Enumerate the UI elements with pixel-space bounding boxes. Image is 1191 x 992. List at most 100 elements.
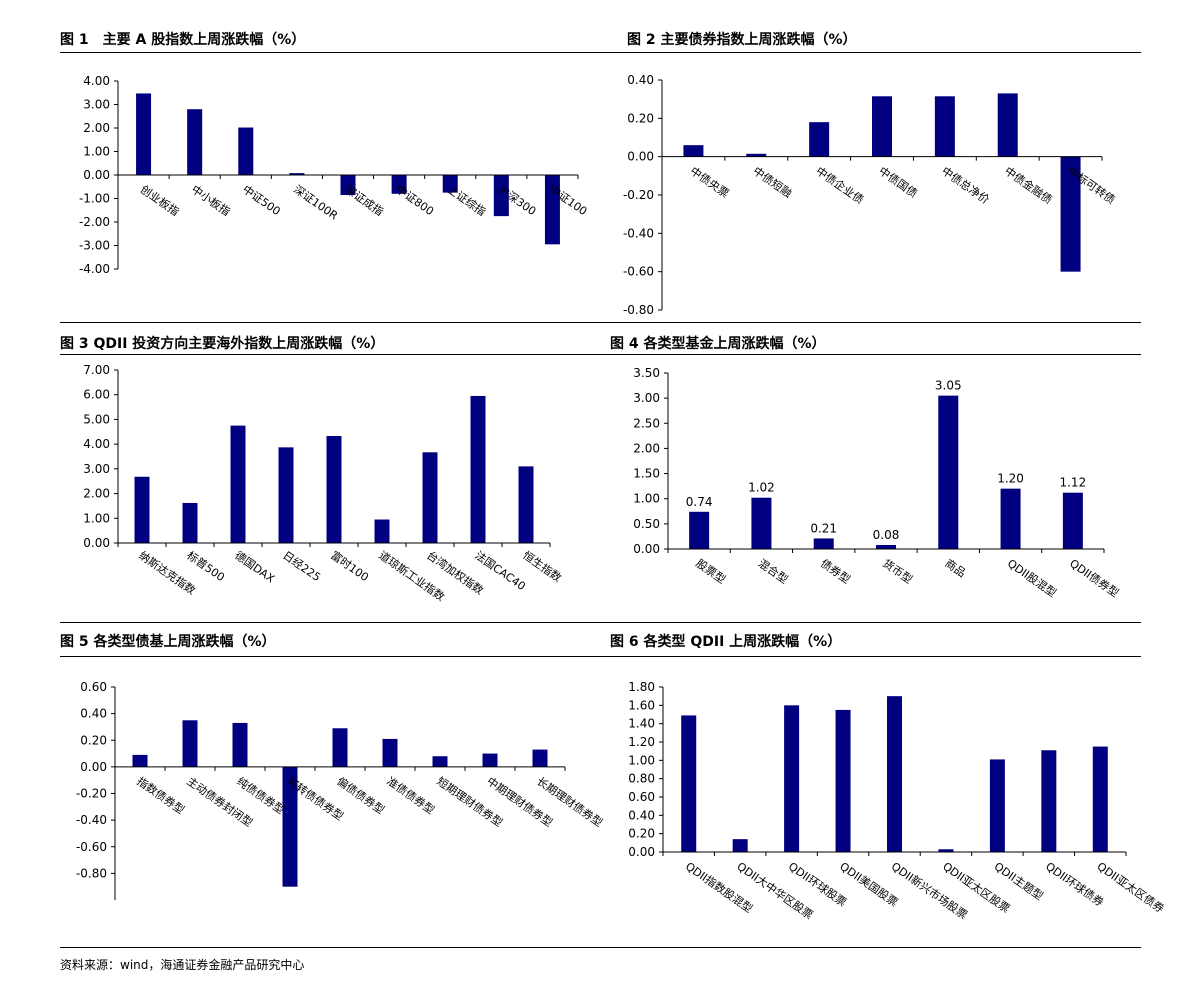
y-tick-label: 0.20 [627,111,654,125]
chart-title-4: 图 4 各类型基金上周涨跌幅（%） [610,336,826,352]
bar [989,759,1005,852]
bar [732,839,748,852]
chart-4: 3.50 3.00 2.50 2.00 1.50 1.00 0.50 0.00 0.74 1.02… [633,366,1121,600]
y-tick-label: 0.40 [628,808,655,822]
y-tick-label: 0.20 [80,733,107,747]
x-tick-label: 德国DAX [232,548,278,586]
bar [813,538,834,549]
y-tick-label: 1.60 [628,698,655,712]
title-rule-3 [60,656,1141,657]
title-rule-1 [60,52,1141,53]
chart-1: 4.00 3.00 2.00 1.00 0.00 -1.00 -2.00 -3.00 -4.00… [79,74,589,276]
chart-3: 7.006.005.004.003.002.001.000.00纳斯达克指数标普… [83,363,564,604]
bar [1041,750,1057,852]
y-tick-label: 2.50 [633,416,660,430]
data-label: 0.08 [873,528,900,542]
bar [1092,746,1108,852]
y-tick-label: 1.00 [633,492,660,506]
y-tick-label: 0.60 [628,790,655,804]
bar [282,766,298,887]
x-tick-label: 准债债券型 [384,774,437,817]
y-tick-label: 1.50 [633,467,660,481]
chart-5: 0.60 0.40 0.20 0.00 -0.20 -0.40 -0.60 -0.80 指数债券… [76,680,605,900]
y-tick-label: 1.80 [628,680,655,694]
y-tick-label: -3.00 [79,239,110,253]
bar [482,753,498,767]
data-label: 3.05 [935,379,962,393]
y-tick-label: 0.20 [628,827,655,841]
bar [230,425,246,543]
x-tick-label: 商品 [943,556,969,580]
bar [938,849,954,852]
data-label: 1.20 [997,472,1024,486]
bar [134,476,150,543]
bar [278,447,294,543]
y-tick-label: 5.00 [83,412,110,426]
bar [382,738,398,767]
bar [182,502,198,543]
y-tick-label: 0.00 [633,542,660,556]
y-tick-label: -0.80 [623,303,654,317]
y-tick-label: -2.00 [79,215,110,229]
bar [689,511,710,549]
section-rule-1 [60,322,1141,323]
y-tick-label: 0.50 [633,517,660,531]
x-tick-label: QDII股混型 [1005,556,1059,600]
bar [326,435,342,543]
bar [532,749,548,767]
x-tick-label: 恒生指数 [520,548,564,585]
y-tick-label: 0.00 [628,845,655,859]
bar [809,122,830,157]
bar [934,96,955,157]
y-tick-label: 7.00 [83,363,110,377]
y-tick-label: 3.00 [83,98,110,112]
y-tick-label: -0.20 [76,787,107,801]
data-label: 0.21 [810,521,837,535]
x-tick-label: 股票型 [693,556,728,586]
chart-title-1: 图 1 主要 A 股指数上周涨跌幅（%） [60,32,306,48]
x-tick-label: 中债国债 [876,164,920,201]
bar [374,519,390,543]
chart-title-3: 图 3 QDII 投资方向主要海外指数上周涨跌幅（%） [60,336,385,352]
bar [340,175,356,195]
x-tick-label: 中债央票 [688,164,732,201]
chart-title-6: 图 6 各类型 QDII 上周涨跌幅（%） [610,634,842,650]
bar [232,722,248,767]
y-tick-label: 1.20 [628,735,655,749]
bar [187,109,203,175]
x-tick-label: 混合型 [756,556,791,586]
x-tick-label: 创业板指 [138,182,182,219]
bar [136,93,152,175]
x-tick-label: 标普500 [184,548,227,584]
y-tick-label: 3.50 [633,366,660,380]
y-tick-label: -4.00 [79,262,110,276]
bar [470,395,486,543]
x-tick-label: QDII亚太区债券 [1095,859,1167,916]
y-tick-label: 0.60 [80,680,107,694]
bar [887,696,902,852]
x-tick-label: 中债总净价 [939,164,992,207]
bar [132,754,148,767]
y-tick-label: 2.00 [83,121,110,135]
bar [182,720,198,767]
x-tick-label: 深证成指 [342,182,386,219]
x-tick-label: 货币型 [880,556,915,586]
y-tick-label: -0.40 [623,226,654,240]
data-label: 0.74 [686,495,713,509]
section-rule-2 [60,622,1141,623]
bar [332,728,348,767]
data-label: 1.12 [1059,476,1086,490]
chart-2: 0.40 0.20 0.00 -0.20 -0.40 -0.60 -0.80 中债央票 中债短融… [623,73,1118,317]
bar [746,153,767,157]
x-tick-label: 富时100 [328,548,371,584]
y-tick-label: 2.00 [633,441,660,455]
bar [289,173,305,175]
x-tick-label: 中债金融债 [1002,164,1055,207]
bar [1062,492,1083,549]
data-label: 1.02 [748,481,775,495]
bar [876,544,896,549]
y-tick-label: -0.80 [76,866,107,880]
y-tick-label: -1.00 [79,192,110,206]
bar [518,466,534,543]
